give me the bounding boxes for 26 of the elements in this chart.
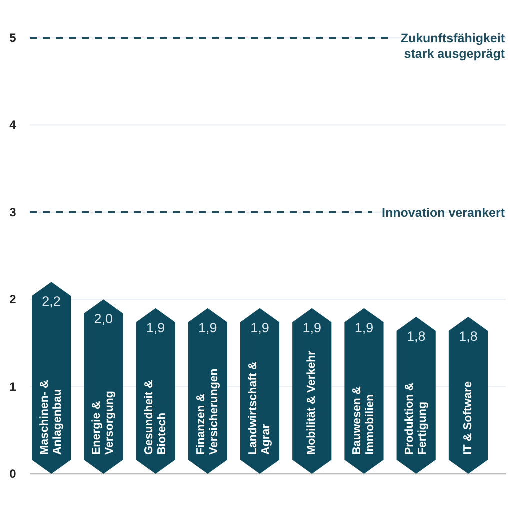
y-tick-label: 4 xyxy=(10,118,17,132)
data-label: 1,9 xyxy=(354,320,374,336)
x-tick-label: Mobilität & Verkehr xyxy=(306,350,318,455)
x-tick-label: Bauwesen & Immobilien xyxy=(352,386,377,455)
y-tick-label: 1 xyxy=(10,380,17,394)
x-tick-label: IT & Software xyxy=(462,382,474,455)
x-tick-label: Maschinen- & Anlagenbau xyxy=(39,380,64,455)
data-label: 1,8 xyxy=(459,329,478,344)
data-label: 2,2 xyxy=(42,294,61,310)
x-tick-label: Landwirtschaft & Agrar xyxy=(248,362,272,455)
data-label: 2,0 xyxy=(94,312,114,327)
y-tick-label: 3 xyxy=(10,205,17,220)
data-label: 1,9 xyxy=(146,320,166,336)
y-tick-label: 5 xyxy=(10,31,17,45)
x-tick-label: Energie & Versorgung xyxy=(91,391,116,455)
data-label: 1,9 xyxy=(302,320,322,336)
data-label: 1,9 xyxy=(250,320,270,336)
data-label: 1,8 xyxy=(406,329,426,344)
data-label: 1,9 xyxy=(198,320,218,336)
x-tick-label: Finanzen & Versicherungen xyxy=(195,368,220,455)
x-tick-label: Gesundheit & Biotech xyxy=(143,380,168,455)
ref-line-label: Innovation verankert xyxy=(382,206,506,220)
y-tick-label: 2 xyxy=(10,292,17,307)
x-tick-label: Produktion & Fertigung xyxy=(404,382,429,455)
y-tick-label: 0 xyxy=(10,467,17,481)
ref-line-label: Zukunftsfähigkeit stark ausgeprägt xyxy=(400,31,506,61)
